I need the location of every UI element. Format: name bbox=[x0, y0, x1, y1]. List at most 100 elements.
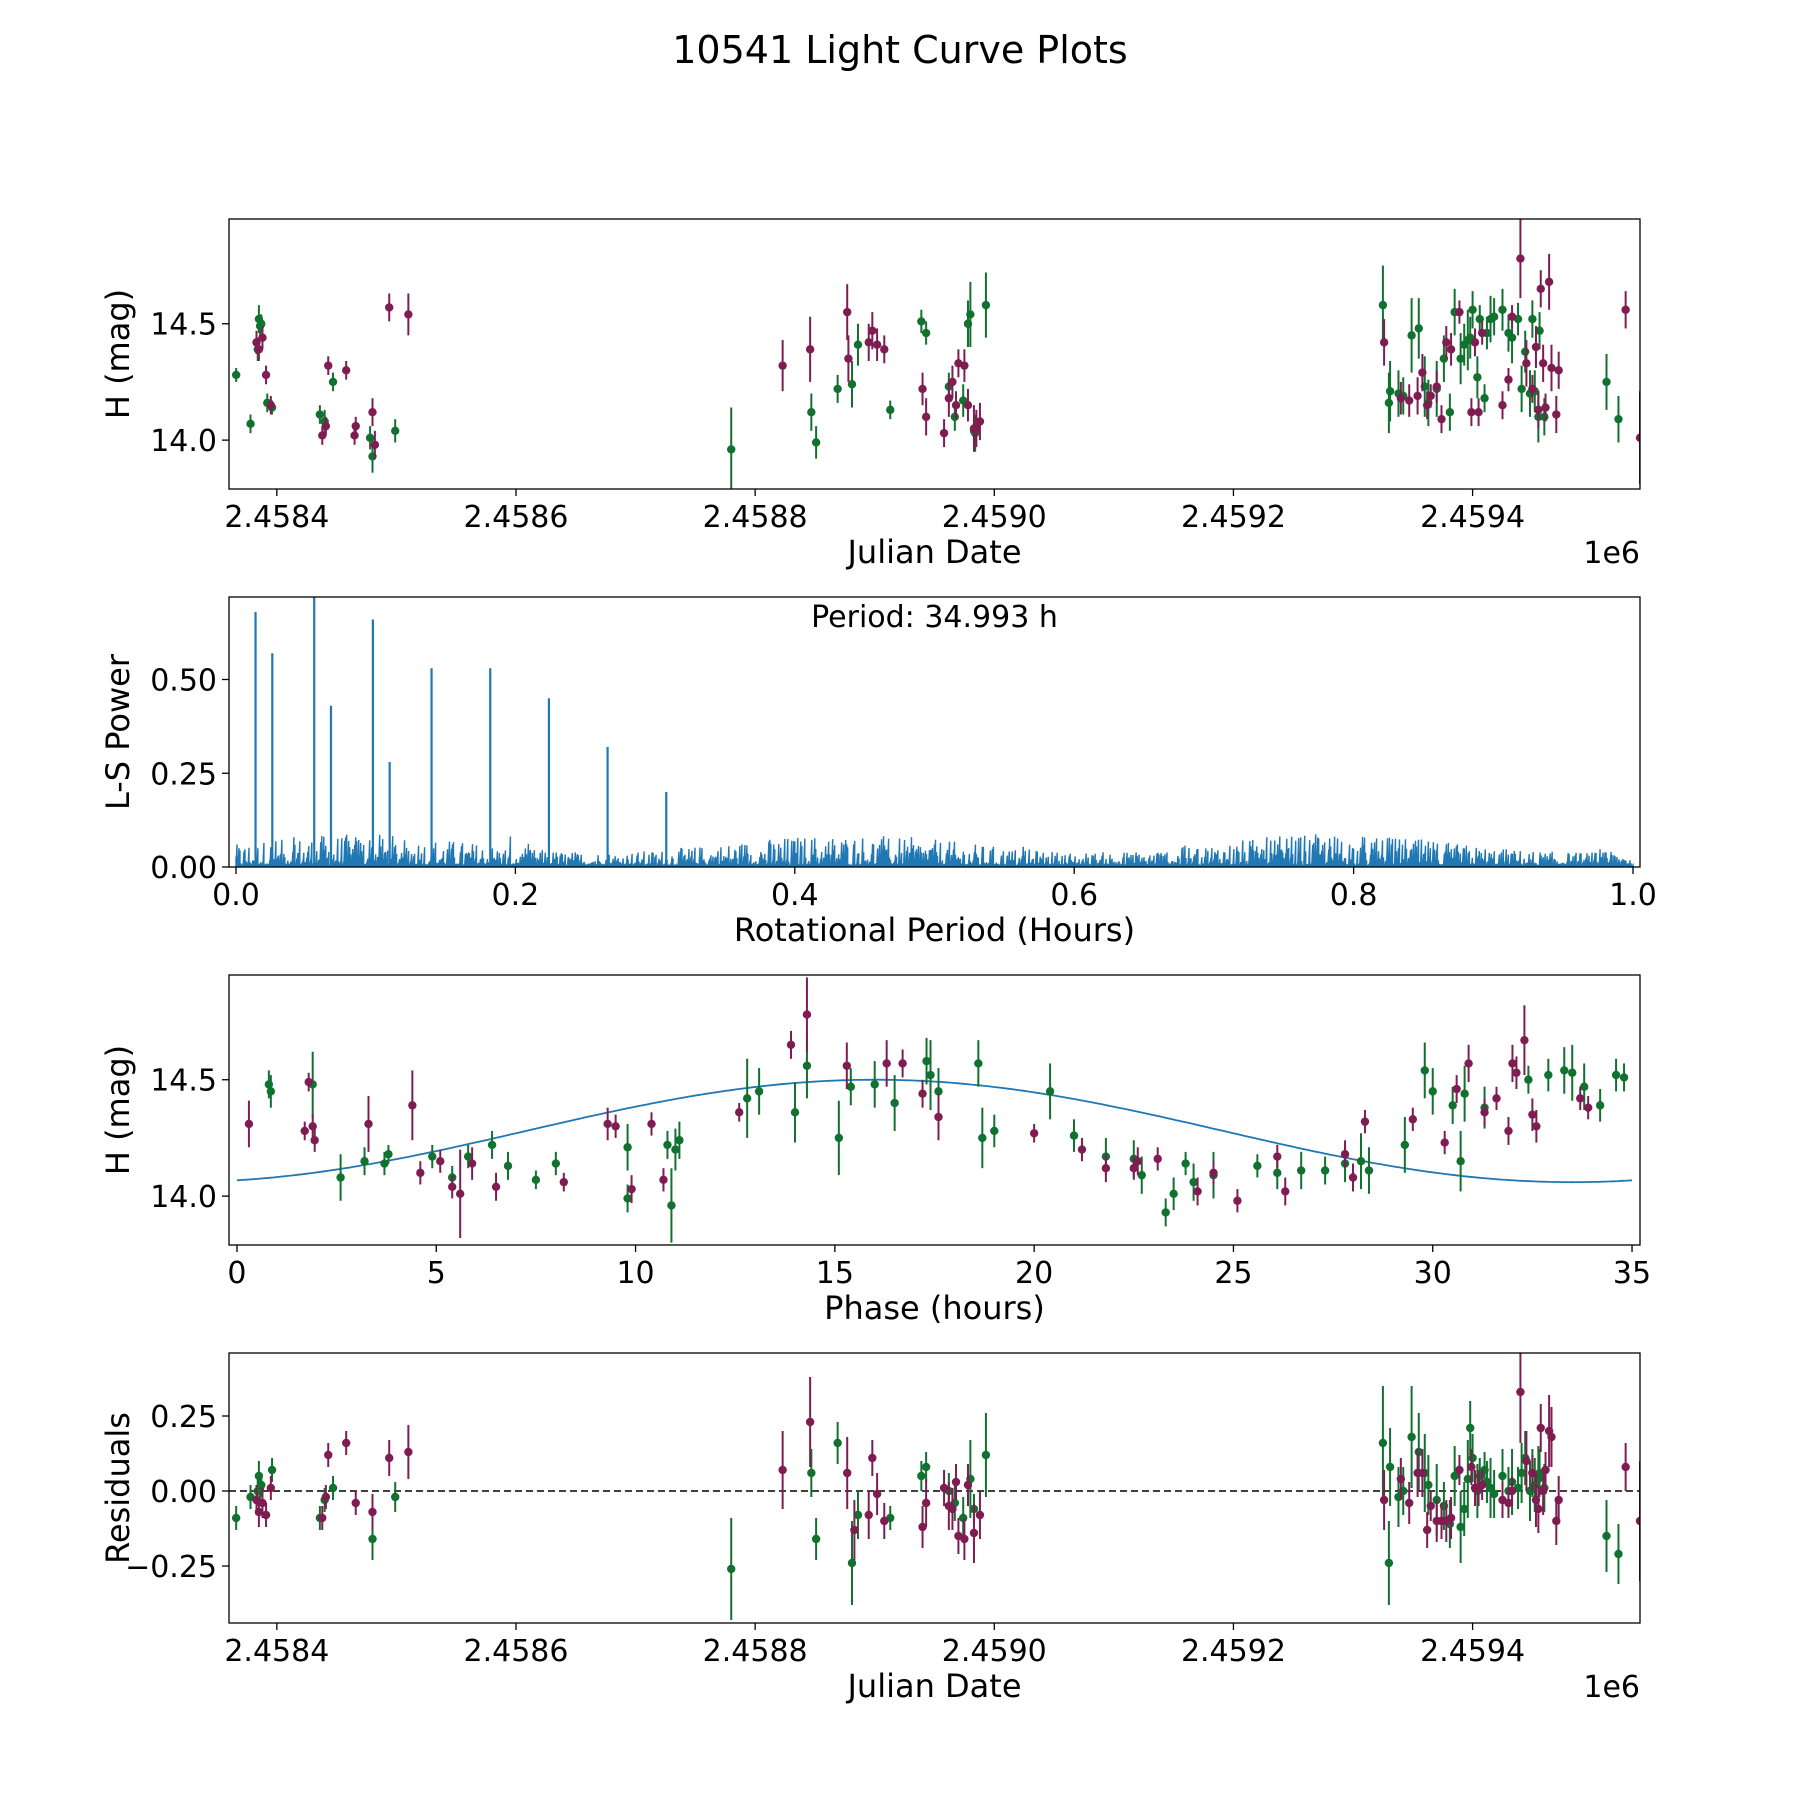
data-point bbox=[1477, 328, 1487, 338]
data-point bbox=[341, 366, 351, 375]
data-point bbox=[948, 1504, 957, 1514]
fit-curve bbox=[236, 1078, 1633, 1184]
data-point bbox=[1512, 1068, 1521, 1077]
data-point bbox=[978, 1133, 987, 1143]
data-point bbox=[1445, 407, 1455, 417]
data-point bbox=[1541, 403, 1550, 412]
data-point bbox=[972, 424, 981, 433]
data-point bbox=[1193, 1187, 1202, 1196]
data-point bbox=[1554, 1495, 1563, 1505]
phased-lightcurve-panel: 0 5 10 15 20 25 30 35 14.0 14.5 Phase (hours) H (ma… bbox=[99, 974, 1651, 1327]
data-point bbox=[254, 345, 264, 354]
x-axis-label: Rotational Period (Hours) bbox=[734, 911, 1135, 949]
data-point bbox=[1528, 384, 1537, 394]
data-point bbox=[350, 431, 359, 440]
data-point bbox=[231, 370, 241, 380]
data-point bbox=[1576, 1094, 1585, 1103]
data-point bbox=[1528, 1468, 1537, 1478]
data-point bbox=[1400, 1140, 1410, 1150]
data-point bbox=[1535, 326, 1544, 335]
data-point bbox=[266, 1483, 276, 1493]
data-point bbox=[926, 1070, 935, 1080]
data-point bbox=[778, 361, 787, 370]
data-point bbox=[1432, 382, 1441, 391]
data-point bbox=[1611, 1070, 1621, 1080]
data-point bbox=[559, 1177, 569, 1187]
data-point bbox=[958, 1513, 968, 1523]
data-point bbox=[939, 428, 949, 438]
data-point bbox=[551, 1159, 561, 1168]
data-point bbox=[261, 370, 271, 380]
data-point bbox=[384, 1150, 393, 1159]
data-point bbox=[1477, 1480, 1487, 1490]
x-tick-label: 2.4590 bbox=[942, 1634, 1047, 1669]
data-point bbox=[336, 1173, 345, 1182]
data-point bbox=[1538, 359, 1548, 368]
x-tick-label: 2.4588 bbox=[703, 500, 808, 535]
data-point bbox=[969, 1528, 979, 1538]
data-point bbox=[1455, 307, 1464, 317]
data-point bbox=[807, 407, 816, 417]
data-point bbox=[951, 401, 961, 410]
data-point bbox=[391, 426, 400, 436]
data-point bbox=[1360, 1117, 1370, 1126]
data-point bbox=[1385, 1462, 1395, 1472]
data-point bbox=[1169, 1189, 1178, 1198]
data-point bbox=[391, 1492, 400, 1502]
x-tick-label: 15 bbox=[816, 1256, 854, 1291]
data-point bbox=[455, 1189, 465, 1198]
data-point bbox=[1384, 398, 1394, 408]
data-point bbox=[918, 384, 927, 394]
data-point bbox=[254, 1507, 264, 1517]
data-point bbox=[1467, 407, 1476, 417]
plot-area bbox=[231, 219, 1640, 489]
x-offset-label: 1e6 bbox=[1583, 1670, 1640, 1705]
x-tick-label: 2.4588 bbox=[703, 1634, 808, 1669]
data-point bbox=[1407, 331, 1416, 340]
axes-frame bbox=[228, 974, 1641, 1246]
data-point bbox=[966, 310, 975, 319]
data-point bbox=[1531, 342, 1541, 352]
data-point bbox=[1129, 1163, 1138, 1173]
data-point bbox=[1536, 1423, 1545, 1433]
data-point bbox=[659, 1175, 668, 1185]
data-point bbox=[960, 361, 969, 370]
data-point bbox=[833, 1438, 842, 1448]
data-point bbox=[1405, 1498, 1414, 1508]
data-point bbox=[802, 1061, 812, 1070]
x-tick-label: 0.6 bbox=[1050, 878, 1098, 913]
data-point bbox=[1528, 1110, 1537, 1119]
data-point bbox=[1619, 1073, 1629, 1082]
data-point bbox=[1281, 1187, 1290, 1196]
data-point bbox=[1520, 1035, 1529, 1045]
data-point bbox=[304, 1077, 313, 1087]
data-point bbox=[734, 1108, 744, 1117]
data-point bbox=[1547, 363, 1556, 373]
data-point bbox=[921, 1498, 931, 1508]
data-point bbox=[1538, 1486, 1548, 1496]
x-tick-label: 10 bbox=[616, 1256, 654, 1291]
data-point bbox=[1541, 1465, 1550, 1475]
x-tick-label: 5 bbox=[427, 1256, 446, 1291]
data-point bbox=[1446, 1513, 1456, 1523]
x-tick-label: 2.4594 bbox=[1420, 1634, 1525, 1669]
y-tick-label: 0.50 bbox=[150, 664, 217, 699]
data-point bbox=[975, 417, 985, 426]
data-point bbox=[944, 394, 954, 403]
data-point bbox=[870, 1080, 879, 1089]
x-axis-label: Julian Date bbox=[845, 1667, 1021, 1705]
data-point bbox=[244, 1119, 254, 1129]
data-point bbox=[1407, 1432, 1416, 1442]
y-tick-label: 14.0 bbox=[150, 424, 217, 459]
x-tick-label: 1.0 bbox=[1609, 878, 1657, 913]
data-point bbox=[1297, 1166, 1306, 1175]
lightcurve-panel: 2.4584 2.4586 2.4588 2.4590 2.4592 2.4594 14.0… bbox=[99, 218, 1641, 571]
data-point bbox=[1233, 1196, 1242, 1205]
data-point bbox=[385, 1453, 394, 1463]
data-point bbox=[1379, 338, 1389, 347]
data-point bbox=[1446, 345, 1456, 354]
data-point bbox=[1498, 1471, 1507, 1481]
x-tick-label: 0.0 bbox=[212, 878, 260, 913]
data-point bbox=[1544, 1070, 1553, 1080]
data-point bbox=[1408, 1115, 1418, 1124]
